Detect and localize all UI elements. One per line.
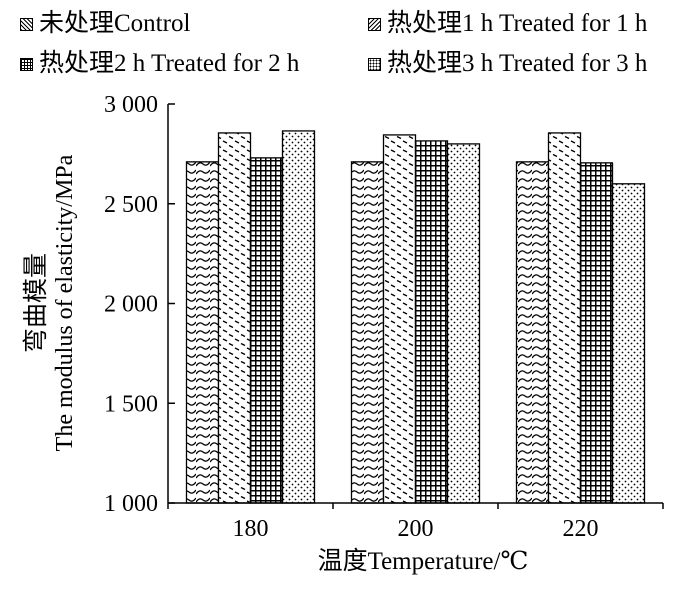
x-tick-label: 200 xyxy=(398,516,434,542)
x-tick-label: 220 xyxy=(563,516,599,542)
legend-label: 热处理2 h Treated for 2 h xyxy=(39,50,300,77)
bar-220-series-2 xyxy=(547,132,582,504)
y-axis-label: 弯曲模量 The modulus of elasticity/MPa xyxy=(22,154,78,451)
bar-220-series-3 xyxy=(579,162,614,504)
y-tick-label: 3 000 xyxy=(104,92,158,118)
bar-180-series-4 xyxy=(281,130,316,504)
legend: 未处理Control 热处理1 h Treated for 1 h 热处理2 h… xyxy=(0,0,700,90)
bar-220-series-1 xyxy=(515,161,550,504)
legend-item-3h: 热处理3 h Treated for 3 h xyxy=(368,49,647,79)
x-tick-label: 180 xyxy=(233,516,269,542)
y-axis-label-cn: 弯曲模量 xyxy=(22,253,50,353)
bar-200-series-1 xyxy=(350,161,385,504)
legend-label: 热处理3 h Treated for 3 h xyxy=(387,50,648,77)
legend-swatch-grid-icon xyxy=(20,57,33,71)
y-tick-label: 2 000 xyxy=(104,292,158,318)
legend-item-1h: 热处理1 h Treated for 1 h xyxy=(368,9,647,39)
y-axis-label-en: The modulus of elasticity/MPa xyxy=(52,154,78,451)
bar-180-series-3 xyxy=(249,157,284,504)
y-tick-label: 1 000 xyxy=(104,491,158,517)
legend-label: 热处理1 h Treated for 1 h xyxy=(387,10,648,37)
y-tick-label: 1 500 xyxy=(104,391,158,417)
y-ticks: 1 000 1 500 2 000 2 500 3 000 xyxy=(104,92,175,517)
bar-200-series-4 xyxy=(446,143,481,504)
x-ticks: 180 200 220 xyxy=(167,503,664,542)
bar-200-series-3 xyxy=(414,140,449,504)
x-axis-label: 温度Temperature/℃ xyxy=(318,547,529,575)
bar-180-series-1 xyxy=(185,161,220,504)
legend-item-control: 未处理Control xyxy=(20,9,190,39)
bar-180-series-2 xyxy=(217,132,252,504)
bars-group xyxy=(185,130,646,504)
legend-swatch-dots-icon xyxy=(368,57,381,71)
legend-item-2h: 热处理2 h Treated for 2 h xyxy=(20,49,299,79)
legend-label: 未处理Control xyxy=(39,10,191,37)
bar-200-series-2 xyxy=(382,134,417,504)
legend-swatch-dash-icon xyxy=(368,17,381,31)
legend-swatch-wave-icon xyxy=(20,17,33,31)
bar-220-series-4 xyxy=(611,183,646,504)
y-tick-label: 2 500 xyxy=(104,192,158,218)
